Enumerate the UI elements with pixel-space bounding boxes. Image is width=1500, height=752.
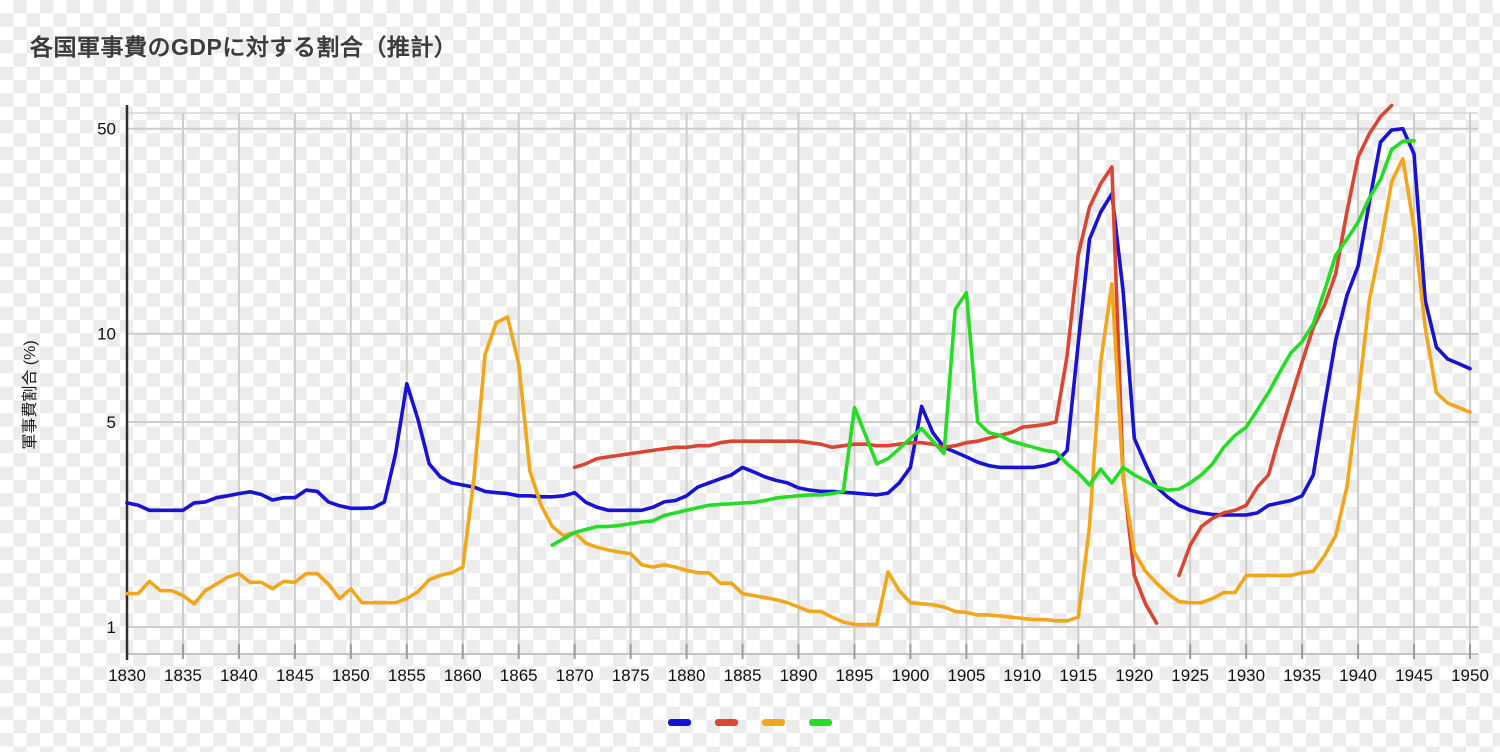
x-tick-label: 1895 xyxy=(836,666,874,685)
x-tick-label: 1905 xyxy=(947,666,985,685)
x-tick-label: 1920 xyxy=(1115,666,1153,685)
y-tick-label: 5 xyxy=(107,413,116,432)
legend-swatch-green[interactable] xyxy=(809,719,832,726)
y-tick-label: 50 xyxy=(97,120,116,139)
y-tick-label: 10 xyxy=(97,325,116,344)
x-tick-label: 1830 xyxy=(108,666,146,685)
x-tick-label: 1865 xyxy=(500,666,538,685)
series-line-orange xyxy=(125,156,1472,627)
x-tick-label: 1870 xyxy=(556,666,594,685)
x-tick-label: 1910 xyxy=(1003,666,1041,685)
x-tick-label: 1885 xyxy=(724,666,762,685)
y-tick-label: 1 xyxy=(107,618,116,637)
x-tick-label: 1950 xyxy=(1451,666,1489,685)
x-tick-label: 1875 xyxy=(612,666,650,685)
legend-swatch-orange[interactable] xyxy=(762,719,785,726)
x-tick-label: 1890 xyxy=(780,666,818,685)
x-tick-label: 1945 xyxy=(1395,666,1433,685)
x-tick-label: 1855 xyxy=(388,666,426,685)
x-tick-label: 1850 xyxy=(332,666,370,685)
legend-swatch-blue[interactable] xyxy=(668,719,691,726)
x-tick-label: 1900 xyxy=(892,666,930,685)
x-tick-label: 1880 xyxy=(668,666,706,685)
series-line-red xyxy=(572,103,1394,625)
x-tick-label: 1860 xyxy=(444,666,482,685)
x-tick-label: 1940 xyxy=(1339,666,1377,685)
x-tick-label: 1925 xyxy=(1171,666,1209,685)
series-line-green xyxy=(550,138,1416,547)
series-line-blue xyxy=(125,126,1472,517)
x-tick-label: 1840 xyxy=(220,666,258,685)
chart-title: 各国軍事費のGDPに対する割合（推計） xyxy=(30,34,458,60)
x-tick-label: 1845 xyxy=(276,666,314,685)
x-tick-label: 1915 xyxy=(1059,666,1097,685)
x-tick-label: 1935 xyxy=(1283,666,1321,685)
legend-swatch-red[interactable] xyxy=(715,719,738,726)
x-tick-label: 1930 xyxy=(1227,666,1265,685)
x-tick-label: 1835 xyxy=(164,666,202,685)
legend xyxy=(0,719,1500,726)
